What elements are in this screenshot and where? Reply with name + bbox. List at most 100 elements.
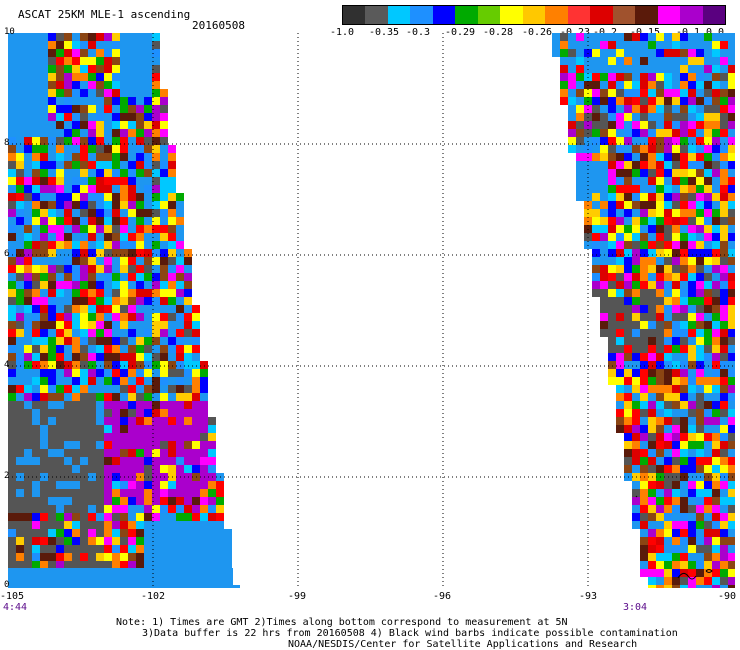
swath-cell (600, 97, 608, 105)
swath-cell (184, 249, 192, 257)
swath-cell (616, 305, 624, 313)
swath-cell (24, 281, 32, 289)
colorbar-swatch (432, 6, 456, 24)
swath-cell (120, 521, 128, 529)
swath-cell (168, 177, 176, 185)
swath-cell (16, 441, 24, 449)
swath-cell (88, 385, 96, 393)
swath-cell (16, 113, 24, 121)
swath-cell (152, 537, 160, 545)
swath-cell (720, 145, 728, 153)
swath-cell (144, 529, 152, 537)
swath-cell (152, 129, 160, 137)
swath-cell (16, 145, 24, 153)
swath-cell (32, 313, 40, 321)
swath-cell (648, 217, 656, 225)
swath-cell (40, 337, 48, 345)
swath-cell (712, 137, 720, 145)
swath-cell (712, 265, 720, 273)
swath-cell (88, 97, 96, 105)
swath-cell (160, 249, 168, 257)
swath-cell (720, 257, 728, 265)
swath-cell (136, 433, 144, 441)
swath-cell (160, 337, 168, 345)
swath-cell (680, 433, 688, 441)
swath-cell (40, 505, 48, 513)
swath-cell (656, 441, 664, 449)
swath-cell (32, 249, 40, 257)
swath-cell (728, 569, 735, 577)
swath-cell (80, 553, 88, 561)
swath-cell (176, 553, 184, 561)
swath-cell (56, 393, 64, 401)
swath-cell (120, 297, 128, 305)
swath-cell (576, 97, 584, 105)
swath-cell (112, 369, 120, 377)
swath-cell (656, 393, 664, 401)
swath-cell (640, 457, 648, 465)
swath-cell (656, 49, 664, 57)
swath-cell (56, 49, 64, 57)
swath-cell (664, 297, 672, 305)
swath-cell (672, 217, 680, 225)
swath-cell (664, 161, 672, 169)
swath-cell (552, 41, 560, 49)
swath-cell (608, 353, 616, 361)
swath-cell (576, 33, 584, 41)
swath-cell (48, 81, 56, 89)
swath-cell (168, 337, 176, 345)
swath-cell (200, 385, 208, 393)
swath-cell (608, 193, 616, 201)
swath-cell (712, 113, 720, 121)
swath-cell (712, 177, 720, 185)
swath-cell (16, 561, 24, 569)
colorbar-swatch (680, 6, 704, 24)
swath-cell (120, 161, 128, 169)
swath-cell (712, 185, 720, 193)
swath-cell (48, 289, 56, 297)
swath-cell (8, 345, 16, 353)
swath-cell (128, 169, 136, 177)
swath-cell (144, 321, 152, 329)
swath-cell (104, 49, 112, 57)
swath-cell (672, 289, 680, 297)
swath-cell (568, 73, 576, 81)
swath-cell (688, 105, 696, 113)
swath-cell (48, 313, 56, 321)
swath-cell (624, 193, 632, 201)
swath-cell (24, 81, 32, 89)
swath-cell (680, 529, 688, 537)
swath-cell (704, 385, 712, 393)
swath-cell (720, 401, 728, 409)
swath-cell (56, 449, 64, 457)
swath-cell (192, 369, 200, 377)
swath-cell (88, 33, 96, 41)
swath-cell (688, 225, 696, 233)
swath-cell (712, 577, 720, 585)
swath-cell (48, 49, 56, 57)
swath-cell (16, 209, 24, 217)
swath-cell (664, 433, 672, 441)
lon-label-99: -99 (287, 591, 307, 602)
swath-cell (64, 441, 72, 449)
swath-cell (632, 225, 640, 233)
swath-cell (88, 329, 96, 337)
swath-cell (664, 417, 672, 425)
swath-cell (64, 121, 72, 129)
swath-cell (120, 561, 128, 569)
swath-cell (216, 537, 224, 545)
swath-cell (672, 337, 680, 345)
swath-cell (624, 153, 632, 161)
swath-cell (96, 225, 104, 233)
swath-cell (136, 129, 144, 137)
swath-cell (104, 265, 112, 273)
swath-cell (192, 457, 200, 465)
swath-cell (696, 217, 704, 225)
swath-cell (680, 401, 688, 409)
swath-cell (680, 33, 688, 41)
swath-cell (728, 217, 735, 225)
swath-cell (48, 417, 56, 425)
swath-cell (576, 57, 584, 65)
swath-cell (208, 561, 216, 569)
swath-cell (664, 321, 672, 329)
